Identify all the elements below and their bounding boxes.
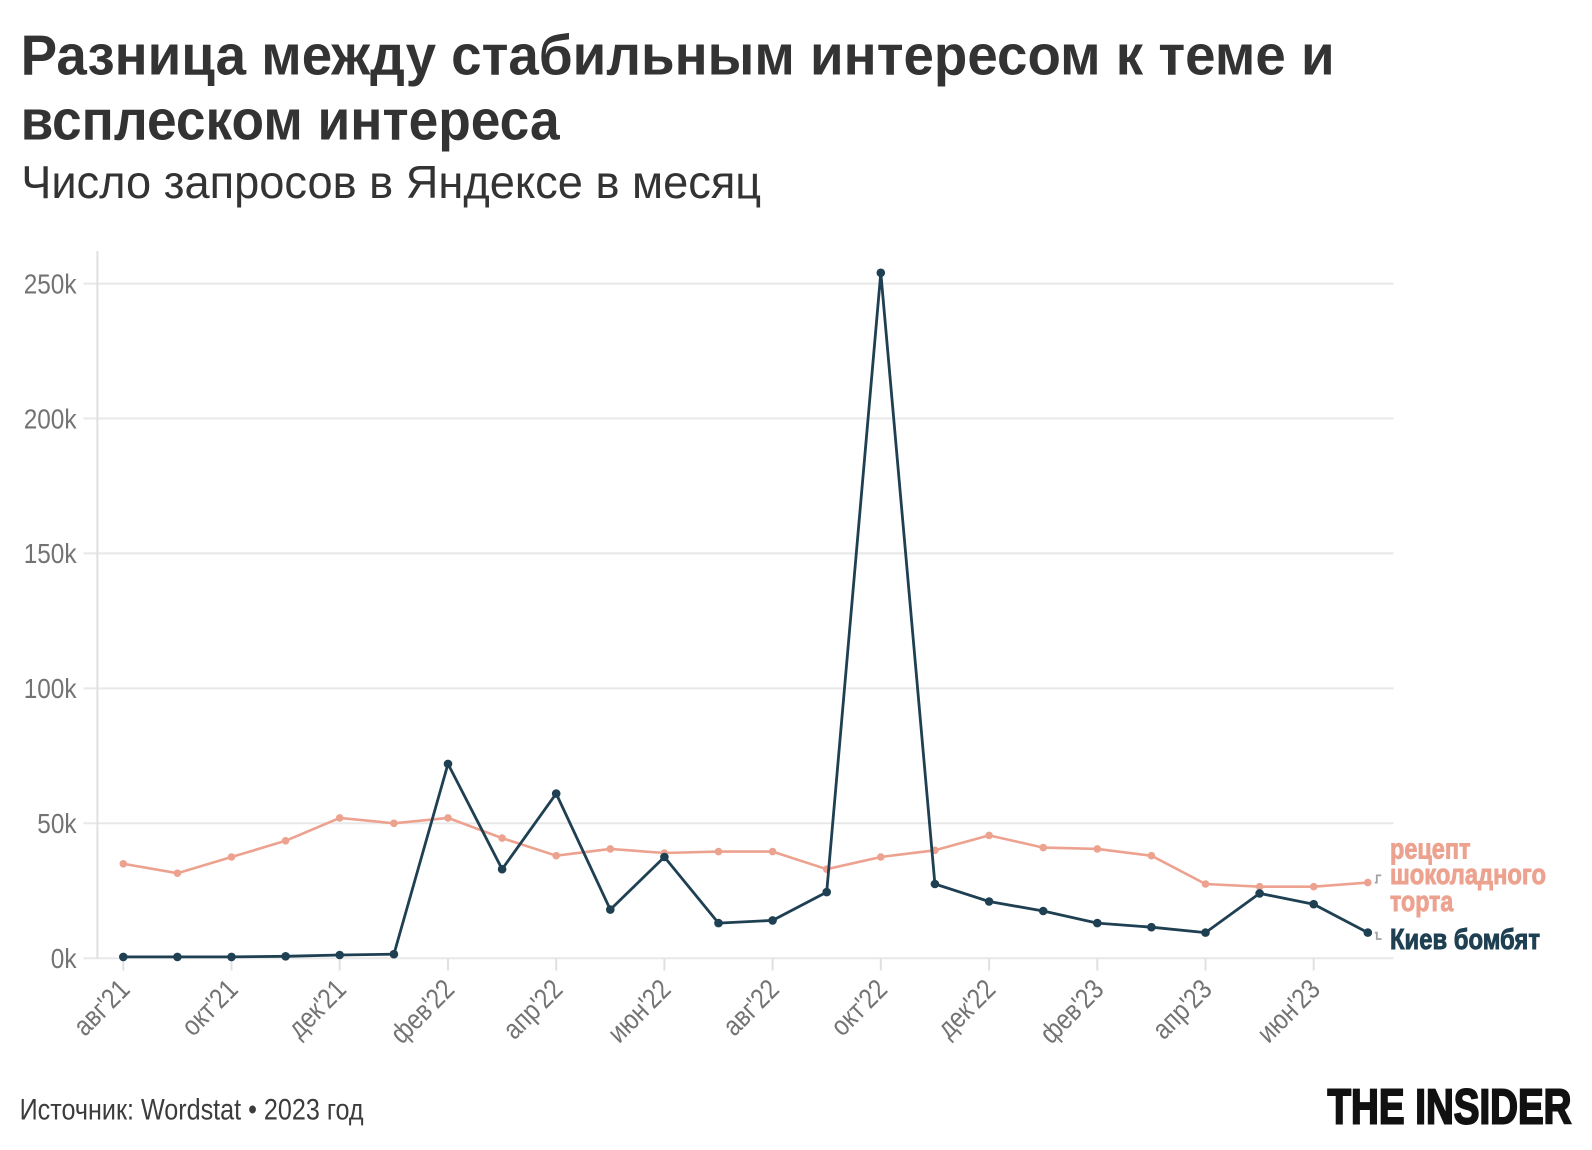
svg-text:июн'23: июн'23 [1251,973,1326,1048]
svg-text:Киев бомбят: Киев бомбят [1390,924,1540,956]
svg-text:дек'22: дек'22 [931,973,1001,1043]
svg-text:рецепт: рецепт [1390,834,1471,866]
svg-text:всплеском интереса: всплеском интереса [21,89,561,153]
svg-text:июн'22: июн'22 [601,973,676,1048]
svg-text:авг'21: авг'21 [67,973,135,1041]
svg-text:0k: 0k [51,943,78,974]
svg-text:Источник: Wordstat • 2023 год: Источник: Wordstat • 2023 год [20,1094,364,1127]
svg-text:250k: 250k [24,268,78,299]
svg-text:THE INSIDER: THE INSIDER [1328,1080,1572,1134]
svg-text:Число запросов в Яндексе в мес: Число запросов в Яндексе в месяц [21,156,761,208]
svg-text:фев'23: фев'23 [1034,973,1110,1049]
svg-text:окт'22: окт'22 [825,973,893,1041]
svg-text:шоколадного: шоколадного [1390,859,1546,891]
svg-text:200k: 200k [24,403,78,434]
svg-text:окт'21: окт'21 [175,973,243,1041]
svg-text:дек'21: дек'21 [282,973,352,1043]
svg-text:Разница между стабильным интер: Разница между стабильным интересом к тем… [21,23,1335,87]
svg-text:150k: 150k [24,538,78,569]
svg-text:фев'22: фев'22 [384,973,460,1049]
svg-text:50k: 50k [37,808,77,839]
svg-text:апр'23: апр'23 [1146,973,1218,1045]
svg-text:авг'22: авг'22 [717,973,785,1041]
svg-text:100k: 100k [24,673,78,704]
svg-text:апр'22: апр'22 [497,973,569,1045]
svg-text:торта: торта [1390,886,1454,918]
